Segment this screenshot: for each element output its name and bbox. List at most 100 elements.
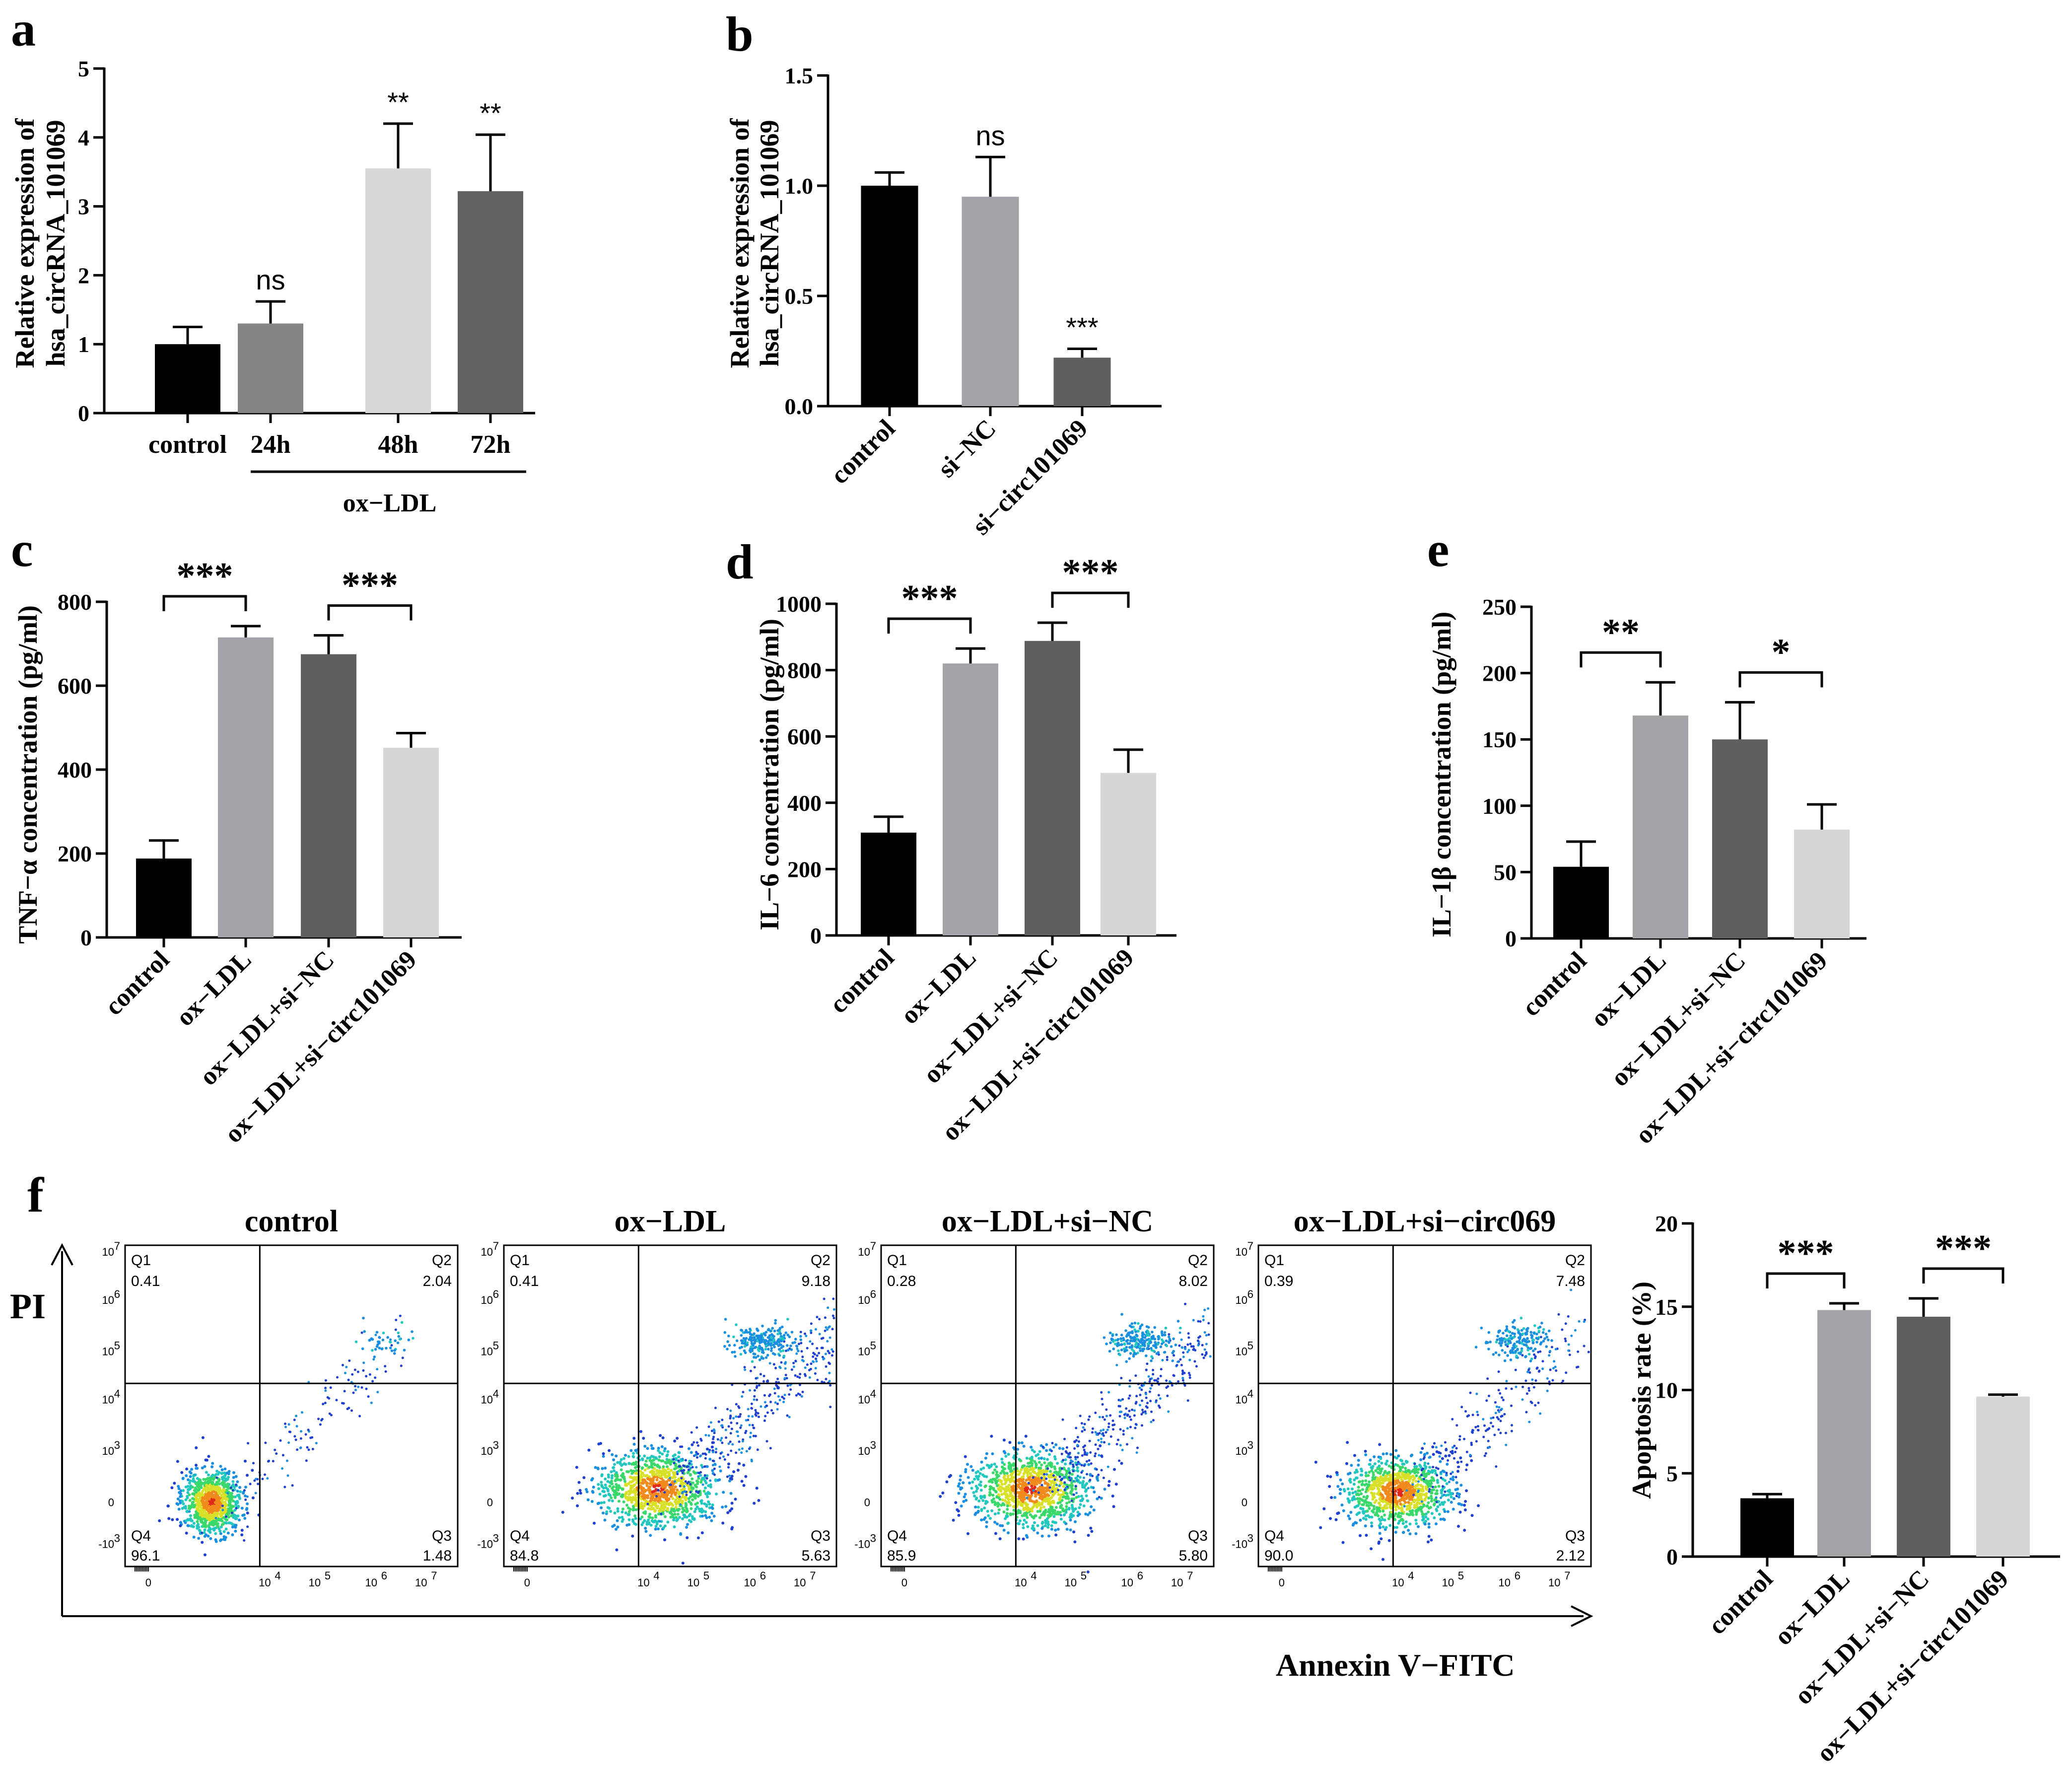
flow-dot — [1165, 1344, 1169, 1348]
flow-dot — [1197, 1320, 1200, 1323]
flow-dot — [646, 1502, 649, 1505]
flow-dot — [663, 1483, 667, 1486]
chart-a-ytick-label: 5 — [78, 56, 89, 81]
flow-dot — [1124, 1329, 1127, 1332]
flow-dot — [1038, 1450, 1041, 1453]
flow-dot — [640, 1487, 643, 1490]
flow-dot — [198, 1529, 201, 1532]
flow-dot — [203, 1517, 207, 1521]
flow-dot — [1026, 1525, 1030, 1528]
flow-dot — [1097, 1447, 1100, 1450]
flow-dot — [738, 1347, 742, 1350]
flow-dot — [1203, 1348, 1206, 1351]
flow-dot — [1147, 1375, 1150, 1378]
flow-dot — [279, 1439, 282, 1442]
flow-dot — [632, 1504, 635, 1508]
flow-dot — [1141, 1399, 1143, 1402]
flow-dot — [202, 1478, 206, 1481]
flow-dot — [1141, 1334, 1144, 1337]
flow-dot — [771, 1334, 774, 1337]
flow-dot-cloud — [1314, 1288, 1590, 1561]
chart-f-category-label: control — [1703, 1565, 1779, 1640]
flow-dot — [939, 1495, 942, 1498]
flow-dot — [578, 1489, 582, 1492]
flow-dot — [385, 1347, 388, 1350]
flow-x-axis-label: Annexin V−FITC — [1276, 1647, 1515, 1683]
flow-dot — [600, 1473, 604, 1477]
flow-dot — [249, 1483, 252, 1486]
flow-dot — [689, 1473, 692, 1476]
flow-dot — [651, 1473, 655, 1476]
flow-dot — [642, 1496, 645, 1500]
flow-dot — [1082, 1426, 1085, 1429]
flow-dot — [622, 1472, 624, 1475]
flow-dot — [1072, 1530, 1076, 1534]
flow-ytick-label: 10 — [102, 1445, 114, 1457]
flow-dot — [1031, 1448, 1034, 1452]
flow-dot — [664, 1474, 667, 1478]
flow-dot — [1411, 1509, 1414, 1512]
flow-dot — [627, 1506, 630, 1510]
flow-ytick-exponent: 3 — [870, 1439, 876, 1451]
flow-dot — [1025, 1505, 1029, 1509]
flow-dot — [689, 1467, 692, 1470]
flow-dot — [970, 1487, 973, 1490]
flow-dot — [1433, 1516, 1436, 1519]
flow-dot — [778, 1327, 782, 1330]
flow-dot — [800, 1342, 803, 1345]
flow-dot — [1006, 1485, 1009, 1489]
flow-dot — [1146, 1347, 1149, 1351]
flow-dot — [1032, 1516, 1036, 1520]
quadrant-q1-value: 0.41 — [510, 1273, 539, 1289]
chart-d-ytick-label: 1000 — [776, 591, 822, 617]
flow-dot — [727, 1453, 730, 1456]
flow-dot — [607, 1475, 610, 1479]
flow-dot — [677, 1459, 680, 1462]
flow-dot — [779, 1366, 782, 1369]
flow-dot — [227, 1521, 231, 1525]
flow-dot — [760, 1405, 762, 1408]
quadrant-q4-name: Q4 — [887, 1528, 907, 1544]
flow-dot — [1022, 1491, 1025, 1494]
flow-dot — [1054, 1506, 1058, 1509]
flow-dot — [730, 1475, 734, 1478]
flow-dot — [1119, 1444, 1122, 1447]
flow-dot — [744, 1368, 747, 1371]
flow-dot — [688, 1500, 691, 1503]
flow-dot — [741, 1395, 744, 1398]
flow-dot — [1129, 1425, 1132, 1428]
flow-dot — [698, 1472, 700, 1475]
flow-dot — [662, 1469, 665, 1472]
flow-dot — [1150, 1347, 1153, 1350]
flow-dot — [197, 1508, 200, 1511]
flow-dot — [991, 1471, 995, 1475]
flow-dot — [223, 1467, 227, 1471]
flow-dot — [207, 1455, 210, 1458]
flow-dot — [224, 1507, 228, 1511]
flow-dot — [291, 1484, 294, 1487]
flow-dot — [1153, 1379, 1156, 1382]
flow-dot — [1141, 1409, 1144, 1412]
flow-dot — [610, 1476, 614, 1480]
flow-dot — [997, 1508, 1001, 1511]
flow-dot — [585, 1490, 589, 1494]
flow-dot — [322, 1403, 325, 1406]
flow-dot — [224, 1479, 228, 1482]
flow-dot — [683, 1469, 686, 1472]
flow-dot — [1045, 1470, 1049, 1473]
flow-dot — [710, 1429, 713, 1432]
flow-dot — [202, 1503, 206, 1507]
flow-dot — [1102, 1428, 1105, 1431]
flow-dot — [1037, 1457, 1041, 1460]
flow-dot — [971, 1481, 974, 1484]
flow-dot — [1006, 1514, 1009, 1518]
flow-dot — [747, 1408, 750, 1411]
flow-dot — [220, 1468, 224, 1472]
flow-dot — [1086, 1570, 1090, 1573]
flow-dot — [634, 1472, 637, 1475]
flow-dot — [750, 1333, 753, 1337]
flow-dot — [374, 1376, 377, 1379]
flow-dot — [699, 1474, 702, 1477]
flow-dot — [995, 1522, 999, 1526]
flow-dot — [664, 1515, 667, 1518]
